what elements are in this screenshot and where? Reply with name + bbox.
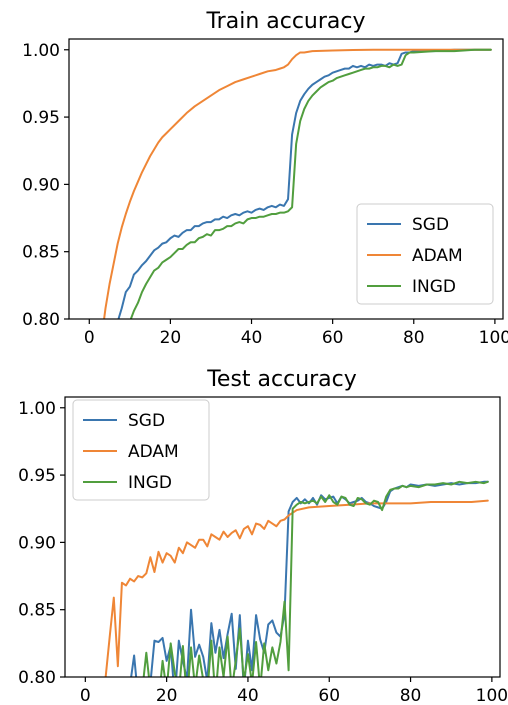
- train-accuracy-chart: Train accuracy 0 20 40 60 80 1000.800.850.900…: [22, 9, 508, 348]
- series-line-sgd: [117, 48, 492, 319]
- chart-title: Train accuracy: [205, 9, 365, 34]
- y-tick-label: 0.85: [22, 243, 60, 263]
- y-tick-label: 0.80: [18, 668, 56, 688]
- axes-frame: [64, 396, 501, 678]
- legend-label-ingd: INGD: [412, 277, 456, 297]
- legend-label-sgd: SGD: [412, 215, 449, 235]
- axes-frame: [68, 38, 504, 320]
- y-tick-label: 0.80: [22, 310, 60, 330]
- y-tick-label: 0.95: [22, 108, 60, 128]
- x-tick-label: 0: [80, 686, 91, 705]
- x-tick-label: 60: [322, 328, 344, 348]
- legend-label-sgd: SGD: [128, 411, 165, 431]
- x-tick-label: 100: [479, 328, 508, 348]
- x-tick-label: 20: [156, 686, 178, 705]
- x-tick-label: 100: [476, 686, 508, 705]
- legend: SGD ADAM INGD: [72, 399, 210, 501]
- legend-box: [356, 203, 494, 305]
- plot-area: 0 20 40 60 80 100 0.80 0.85 0.90 0.95 1.00 SGD ADAM I…: [18, 396, 508, 705]
- series-lines: [103, 48, 492, 319]
- series-line-ingd: [142, 480, 489, 677]
- chart-title: Test accuracy: [206, 367, 357, 392]
- y-tick-label: 0.85: [18, 601, 56, 621]
- legend-box: [72, 399, 210, 501]
- y-tick-label: 1.00: [18, 399, 56, 419]
- legend-label-adam: ADAM: [128, 442, 179, 462]
- series-line-adam: [103, 48, 492, 319]
- y-tick-label: 0.90: [22, 175, 60, 195]
- x-tick-label: 80: [403, 328, 425, 348]
- y-tick-label: 0.90: [18, 533, 56, 553]
- x-tick-label: 40: [237, 686, 259, 705]
- y-tick-label: 1.00: [22, 41, 60, 61]
- x-tick-label: 40: [241, 328, 263, 348]
- x-tick-label: 80: [400, 686, 422, 705]
- legend-label-adam: ADAM: [412, 246, 463, 266]
- legend-label-ingd: INGD: [128, 473, 172, 493]
- plot-area: 0 20 40 60 80 100 0.80 0.85 0.90 0.95 1.00 SGD ADAM I…: [22, 38, 508, 348]
- x-tick-label: 60: [318, 686, 340, 705]
- legend: SGD ADAM INGD: [356, 203, 494, 305]
- x-tick-label: 20: [160, 328, 182, 348]
- test-accuracy-chart: Test accuracy 0 20 40 60 80 100 0.80 0.85 0.90 0.…: [18, 367, 508, 705]
- x-tick-label: 0: [84, 328, 95, 348]
- series-lines: [104, 480, 489, 677]
- series-line-ingd: [129, 48, 492, 319]
- series-line-adam: [104, 499, 489, 677]
- y-tick-label: 0.95: [18, 466, 56, 486]
